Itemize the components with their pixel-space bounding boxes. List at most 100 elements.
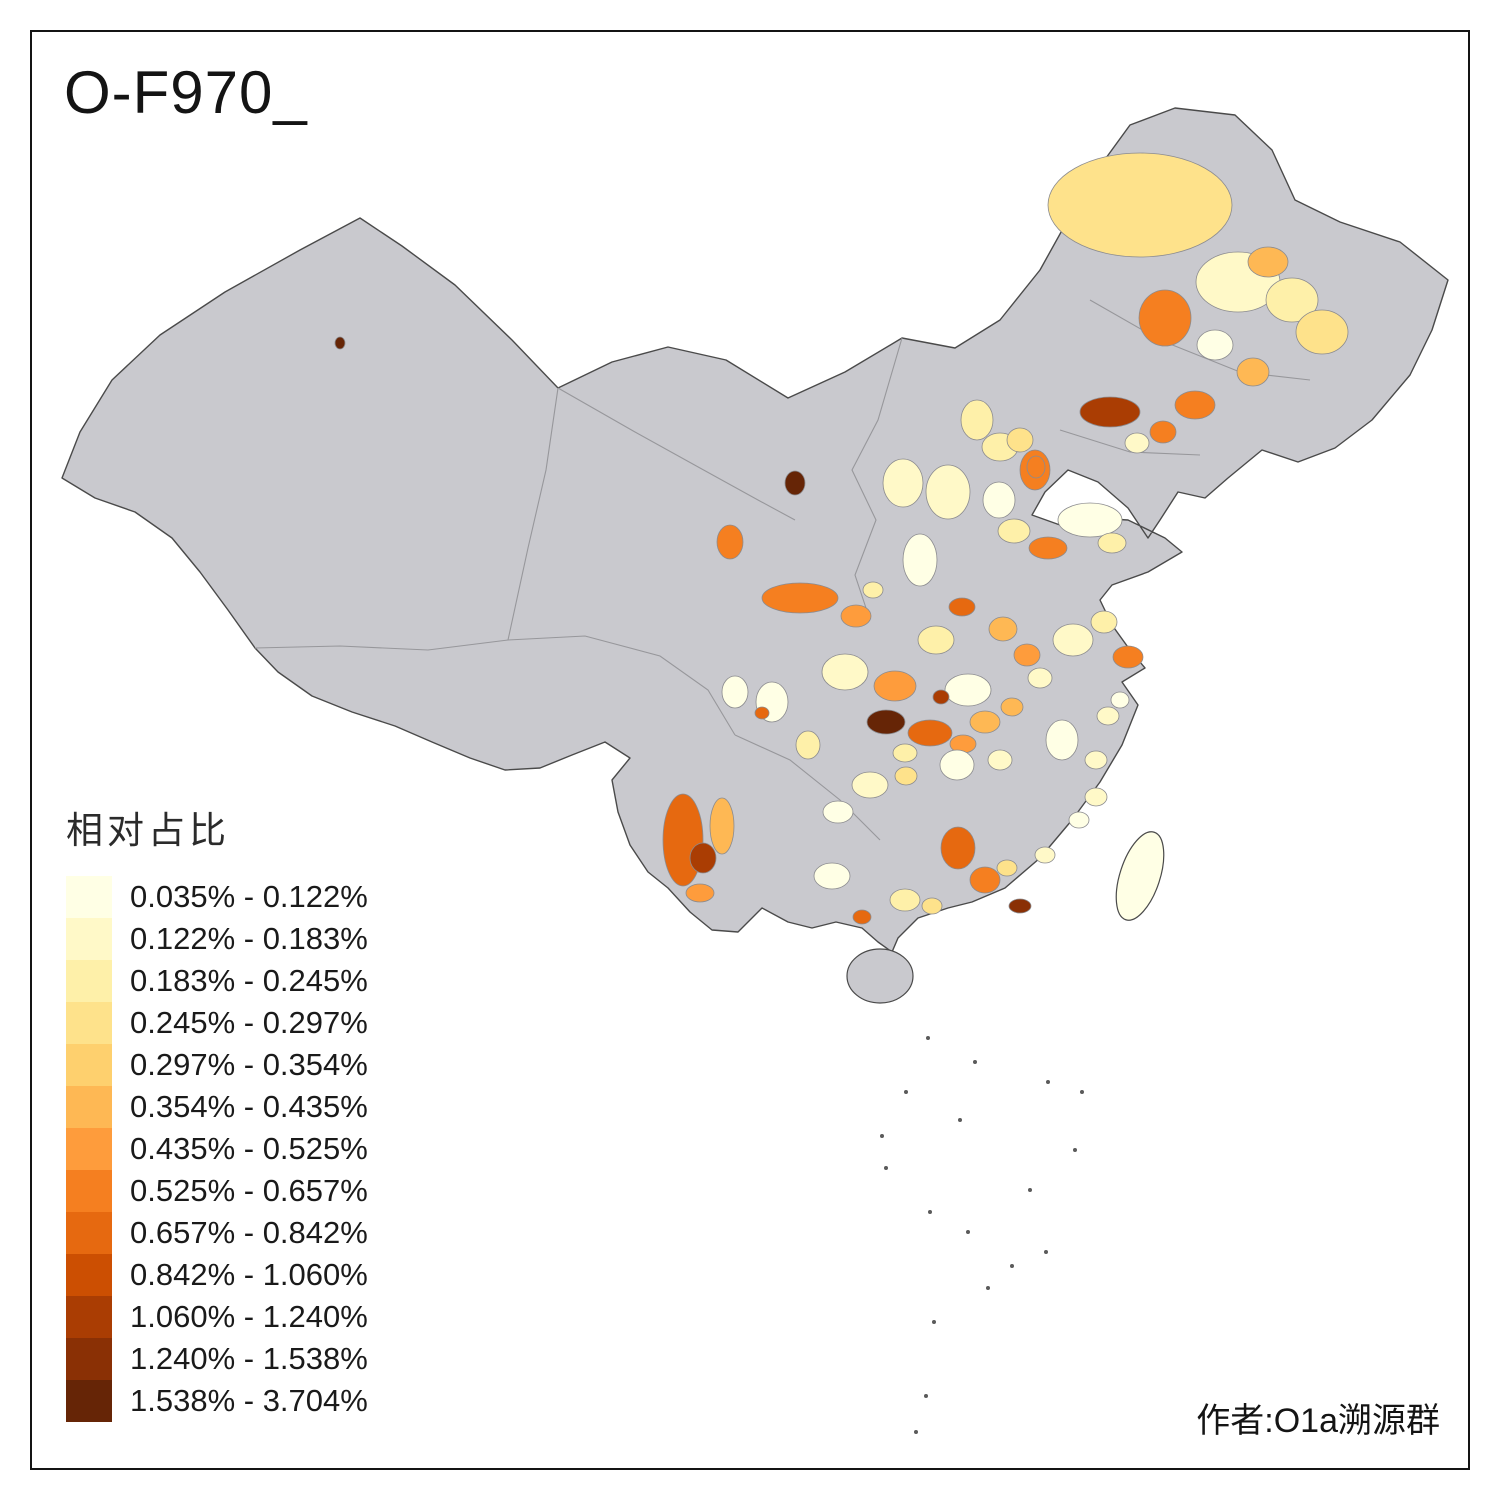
legend-row: 0.842% - 1.060% bbox=[66, 1254, 368, 1296]
map-region bbox=[1295, 309, 1349, 355]
map-region bbox=[1028, 536, 1068, 560]
legend-row: 1.060% - 1.240% bbox=[66, 1296, 368, 1338]
map-region bbox=[982, 481, 1016, 519]
map-region bbox=[997, 518, 1031, 544]
map-region bbox=[940, 826, 976, 870]
plot-border bbox=[30, 30, 1470, 1470]
map-region bbox=[716, 524, 744, 560]
map-region bbox=[1045, 719, 1079, 761]
legend-swatch bbox=[66, 876, 112, 918]
south-china-sea-islands bbox=[880, 1036, 1084, 1434]
legend-label: 0.035% - 0.122% bbox=[130, 879, 368, 914]
map-region bbox=[988, 616, 1018, 642]
map-region bbox=[689, 842, 717, 874]
map-region bbox=[866, 709, 906, 735]
map-region bbox=[852, 909, 872, 925]
legend-swatch bbox=[66, 1380, 112, 1422]
map-region bbox=[902, 533, 938, 587]
legend-label: 0.435% - 0.525% bbox=[130, 1131, 368, 1166]
legend-swatch bbox=[66, 1254, 112, 1296]
map-region bbox=[1052, 623, 1094, 657]
map-region bbox=[1149, 420, 1177, 444]
map-region bbox=[685, 883, 715, 903]
province-border-line bbox=[507, 387, 559, 641]
legend-row: 0.525% - 0.657% bbox=[66, 1170, 368, 1212]
taiwan-island bbox=[1115, 831, 1165, 921]
legend-swatch bbox=[66, 1086, 112, 1128]
legend-label: 1.538% - 3.704% bbox=[130, 1383, 368, 1418]
legend-label: 0.525% - 0.657% bbox=[130, 1173, 368, 1208]
map-region bbox=[1097, 532, 1127, 554]
islet-dot bbox=[924, 1394, 928, 1398]
islet-dot bbox=[914, 1430, 918, 1434]
legend-label: 0.122% - 0.183% bbox=[130, 921, 368, 956]
map-region bbox=[862, 581, 884, 599]
islet-dot bbox=[973, 1060, 977, 1064]
legend-label: 1.060% - 1.240% bbox=[130, 1299, 368, 1334]
map-region bbox=[1027, 667, 1053, 689]
legend-swatch bbox=[66, 1296, 112, 1338]
province-borders bbox=[254, 299, 1311, 841]
legend-row: 1.538% - 3.704% bbox=[66, 1380, 368, 1422]
map-region bbox=[1096, 706, 1120, 726]
map-region bbox=[813, 862, 851, 890]
map-region bbox=[1265, 277, 1319, 323]
map-region bbox=[969, 710, 1001, 734]
map-region bbox=[1124, 432, 1150, 454]
islet-dot bbox=[1046, 1080, 1050, 1084]
legend-label: 1.240% - 1.538% bbox=[130, 1341, 368, 1376]
legend-row: 0.297% - 0.354% bbox=[66, 1044, 368, 1086]
map-region bbox=[939, 749, 975, 781]
map-region bbox=[873, 670, 917, 702]
legend-title: 相对占比 bbox=[66, 810, 230, 851]
legend-row: 0.657% - 0.842% bbox=[66, 1212, 368, 1254]
legend-label: 0.297% - 0.354% bbox=[130, 1047, 368, 1082]
map-region bbox=[840, 604, 872, 628]
map-region bbox=[784, 470, 806, 496]
map-region bbox=[948, 597, 976, 617]
legend-swatch bbox=[66, 1002, 112, 1044]
islet-dot bbox=[904, 1090, 908, 1094]
province-border-line bbox=[254, 639, 509, 651]
map-region bbox=[1138, 289, 1192, 347]
map-region bbox=[1174, 390, 1216, 420]
map-region bbox=[1026, 455, 1046, 479]
map-region bbox=[662, 793, 704, 887]
legend-label: 0.245% - 0.297% bbox=[130, 1005, 368, 1040]
map-region bbox=[996, 859, 1018, 877]
map-region bbox=[944, 673, 992, 707]
islet-dot bbox=[986, 1286, 990, 1290]
map-region bbox=[334, 336, 346, 350]
province-border-line bbox=[1059, 429, 1201, 456]
author-credit: 作者:O1a溯源群 bbox=[1196, 1402, 1440, 1440]
islet-dot bbox=[1028, 1188, 1032, 1192]
map-region bbox=[1057, 502, 1123, 538]
map-region bbox=[921, 897, 943, 915]
islet-dot bbox=[932, 1320, 936, 1324]
map-region bbox=[822, 800, 854, 824]
map-region bbox=[709, 797, 735, 855]
legend-row: 0.183% - 0.245% bbox=[66, 960, 368, 1002]
islet-dot bbox=[1044, 1250, 1048, 1254]
china-mainland-outline bbox=[61, 107, 1449, 953]
legend-row: 0.035% - 0.122% bbox=[66, 876, 368, 918]
map-region bbox=[894, 766, 918, 786]
islet-dot bbox=[926, 1036, 930, 1040]
map-region bbox=[1013, 643, 1041, 667]
legend-row: 1.240% - 1.538% bbox=[66, 1338, 368, 1380]
province-border-line bbox=[507, 635, 736, 736]
map-region bbox=[907, 719, 953, 747]
map-region bbox=[1110, 691, 1130, 709]
legend-row: 0.245% - 0.297% bbox=[66, 1002, 368, 1044]
map-region bbox=[851, 771, 889, 799]
province-border-line bbox=[851, 337, 903, 621]
map-region bbox=[1006, 427, 1034, 453]
map-region bbox=[721, 675, 749, 709]
map-title: O-F970_ bbox=[64, 59, 308, 126]
legend-row: 0.122% - 0.183% bbox=[66, 918, 368, 960]
map-region bbox=[1112, 645, 1144, 669]
map-region bbox=[1079, 396, 1141, 428]
map-region bbox=[754, 706, 770, 720]
map-region bbox=[882, 458, 924, 508]
